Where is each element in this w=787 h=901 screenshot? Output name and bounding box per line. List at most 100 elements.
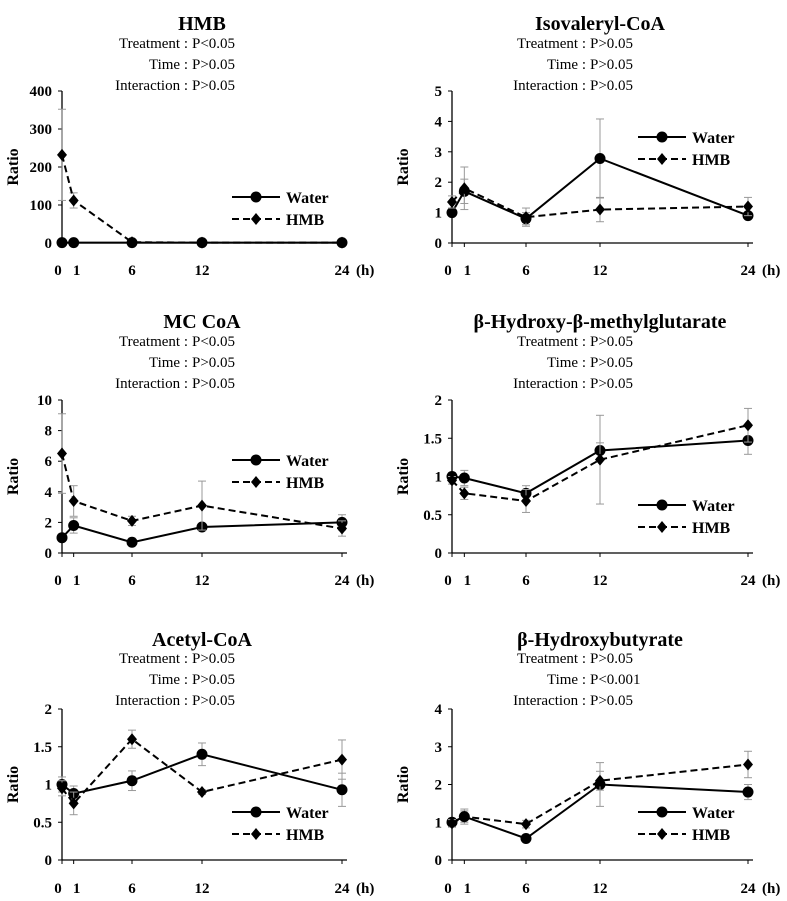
- chart-title: Isovaleryl-CoA: [535, 13, 666, 35]
- stat-label-treatment: Treatment :: [517, 334, 586, 350]
- legend-label: Water: [692, 805, 735, 822]
- data-point: [197, 499, 207, 512]
- stat-value-time: P>0.05: [590, 57, 633, 73]
- x-tick-label: 1: [464, 263, 472, 279]
- legend-label: HMB: [692, 152, 731, 169]
- data-point: [520, 832, 532, 844]
- stat-label-interaction: Interaction :: [513, 78, 586, 94]
- legend-marker: [657, 153, 667, 165]
- stat-label-time: Time :: [149, 355, 188, 371]
- data-point: [743, 419, 753, 432]
- data-point: [127, 514, 137, 527]
- legend: Water HMB: [638, 498, 735, 537]
- stat-value-treatment: P<0.05: [192, 334, 235, 350]
- stat-value-treatment: P<0.05: [192, 36, 235, 52]
- data-point: [126, 536, 138, 548]
- y-tick-label: 8: [45, 424, 53, 440]
- x-tick-label: 12: [593, 573, 608, 589]
- y-axis-label: Ratio: [5, 148, 22, 185]
- stat-value-time: P>0.05: [590, 355, 633, 371]
- data-point: [68, 237, 80, 249]
- series-line: [451, 187, 749, 219]
- y-tick-label: 2: [435, 393, 443, 409]
- chart-title: β-Hydroxy-β-methylglutarate: [474, 311, 727, 333]
- stat-value-interaction: P>0.05: [192, 78, 235, 94]
- data-point: [68, 194, 79, 207]
- data-point: [521, 211, 531, 224]
- legend-marker: [250, 806, 262, 818]
- x-axis-unit: (h): [762, 573, 780, 589]
- stat-label-interaction: Interaction :: [513, 376, 586, 392]
- data-point: [594, 152, 606, 164]
- data-point: [521, 818, 531, 831]
- legend-marker: [251, 213, 261, 225]
- stat-value-time: P>0.05: [192, 57, 235, 73]
- legend-marker: [250, 191, 262, 203]
- y-tick-label: 2: [435, 175, 443, 191]
- y-tick-label: 2: [435, 778, 443, 794]
- x-tick-label: 0: [444, 263, 452, 279]
- x-tick-label: 12: [195, 263, 210, 279]
- legend-marker: [251, 476, 261, 488]
- data-point: [447, 474, 457, 487]
- data-point: [68, 519, 80, 531]
- x-tick-label: 1: [464, 573, 472, 589]
- legend: Water HMB: [638, 130, 735, 169]
- y-tick-label: 1: [435, 470, 443, 486]
- series-water: [446, 762, 754, 844]
- data-point: [743, 200, 753, 213]
- data-point: [337, 236, 347, 249]
- y-tick-label: 3: [435, 145, 443, 161]
- data-point: [743, 758, 753, 771]
- stat-value-time: P>0.05: [192, 672, 235, 688]
- legend-label: HMB: [692, 520, 731, 537]
- stat-value-interaction: P>0.05: [590, 78, 633, 94]
- data-point: [447, 195, 457, 208]
- stat-value-interaction: P>0.05: [192, 376, 235, 392]
- data-point: [197, 236, 207, 249]
- stat-value-treatment: P>0.05: [590, 651, 633, 667]
- y-axis-label: Ratio: [5, 766, 22, 803]
- data-point: [196, 748, 208, 760]
- x-tick-label: 1: [73, 573, 81, 589]
- y-tick-label: 6: [45, 454, 53, 470]
- y-tick-label: 5: [435, 84, 443, 100]
- legend-marker: [656, 806, 668, 818]
- data-point: [447, 817, 457, 830]
- y-axis-label: Ratio: [395, 458, 412, 495]
- y-tick-label: 0.5: [423, 508, 442, 524]
- y-tick-label: 300: [30, 122, 53, 138]
- legend: Water HMB: [232, 453, 329, 492]
- series-line: [451, 763, 749, 826]
- x-axis-unit: (h): [356, 881, 374, 896]
- legend-label: Water: [286, 453, 329, 470]
- x-axis-unit: (h): [356, 573, 374, 589]
- stat-value-interaction: P>0.05: [192, 693, 235, 709]
- y-tick-label: 2: [45, 702, 53, 718]
- y-tick-label: 0: [435, 236, 443, 252]
- y-tick-label: 0: [45, 546, 53, 562]
- data-point: [337, 522, 347, 535]
- x-tick-label: 0: [444, 881, 452, 896]
- legend-label: Water: [286, 805, 329, 822]
- x-tick-label: 6: [522, 573, 530, 589]
- stat-label-time: Time :: [547, 57, 586, 73]
- legend-label: HMB: [286, 212, 325, 229]
- stat-value-treatment: P>0.05: [192, 651, 235, 667]
- legend-label: HMB: [286, 827, 325, 844]
- legend-marker: [657, 521, 667, 533]
- data-point: [595, 774, 605, 787]
- data-point: [68, 494, 79, 507]
- x-tick-label: 1: [73, 881, 81, 896]
- data-point: [68, 797, 79, 810]
- y-tick-label: 1: [435, 815, 443, 831]
- legend-marker: [251, 828, 261, 840]
- stat-label-interaction: Interaction :: [115, 693, 188, 709]
- x-tick-label: 12: [195, 881, 210, 896]
- x-tick-label: 6: [128, 881, 136, 896]
- x-tick-label: 0: [444, 573, 452, 589]
- series-hmb: [447, 750, 753, 831]
